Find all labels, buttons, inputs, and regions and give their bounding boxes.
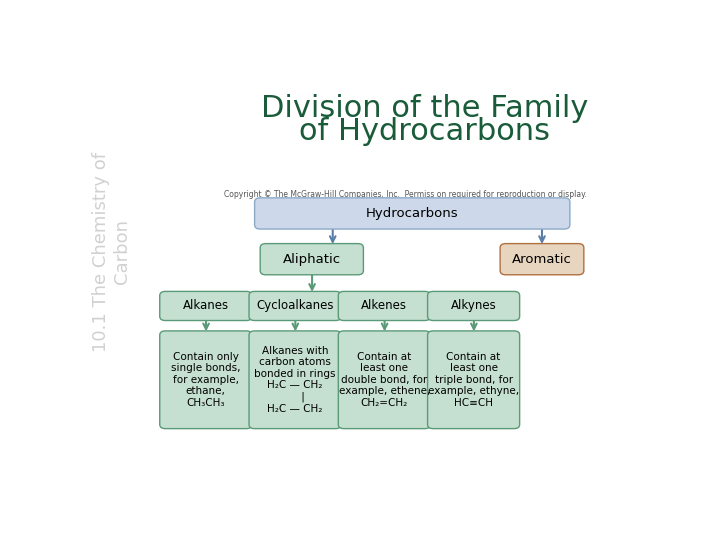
Text: Alkanes with
carbon atoms
bonded in rings
H₂C — CH₂
     |
H₂C — CH₂: Alkanes with carbon atoms bonded in ring…	[254, 346, 336, 414]
FancyBboxPatch shape	[249, 292, 341, 321]
Text: Hydrocarbons: Hydrocarbons	[366, 207, 459, 220]
FancyBboxPatch shape	[428, 331, 520, 429]
FancyBboxPatch shape	[160, 331, 252, 429]
FancyBboxPatch shape	[428, 292, 520, 321]
Text: Aromatic: Aromatic	[512, 253, 572, 266]
FancyBboxPatch shape	[249, 331, 341, 429]
FancyBboxPatch shape	[500, 244, 584, 275]
Text: Cycloalkanes: Cycloalkanes	[256, 300, 334, 313]
Text: of Hydrocarbons: of Hydrocarbons	[300, 117, 550, 146]
FancyBboxPatch shape	[338, 292, 431, 321]
Text: Alkynes: Alkynes	[451, 300, 497, 313]
Text: 10.1 The Chemistry of
Carbon: 10.1 The Chemistry of Carbon	[92, 152, 130, 352]
FancyBboxPatch shape	[255, 198, 570, 229]
FancyBboxPatch shape	[260, 244, 364, 275]
Text: Contain only
single bonds,
for example,
ethane,
CH₃CH₃: Contain only single bonds, for example, …	[171, 352, 240, 408]
Text: Contain at
least one
triple bond, for
example, ethyne,
HC≡CH: Contain at least one triple bond, for ex…	[428, 352, 519, 408]
Text: Copyright © The McGraw-Hill Companies, Inc.  Permiss on required for reproductio: Copyright © The McGraw-Hill Companies, I…	[224, 191, 587, 199]
FancyBboxPatch shape	[160, 292, 252, 321]
Text: Contain at
least one
double bond, for
example, ethene,
CH₂=CH₂: Contain at least one double bond, for ex…	[338, 352, 430, 408]
Text: Aliphatic: Aliphatic	[283, 253, 341, 266]
Text: Alkenes: Alkenes	[361, 300, 408, 313]
Text: Alkanes: Alkanes	[183, 300, 229, 313]
Text: Division of the Family: Division of the Family	[261, 94, 588, 123]
FancyBboxPatch shape	[338, 331, 431, 429]
